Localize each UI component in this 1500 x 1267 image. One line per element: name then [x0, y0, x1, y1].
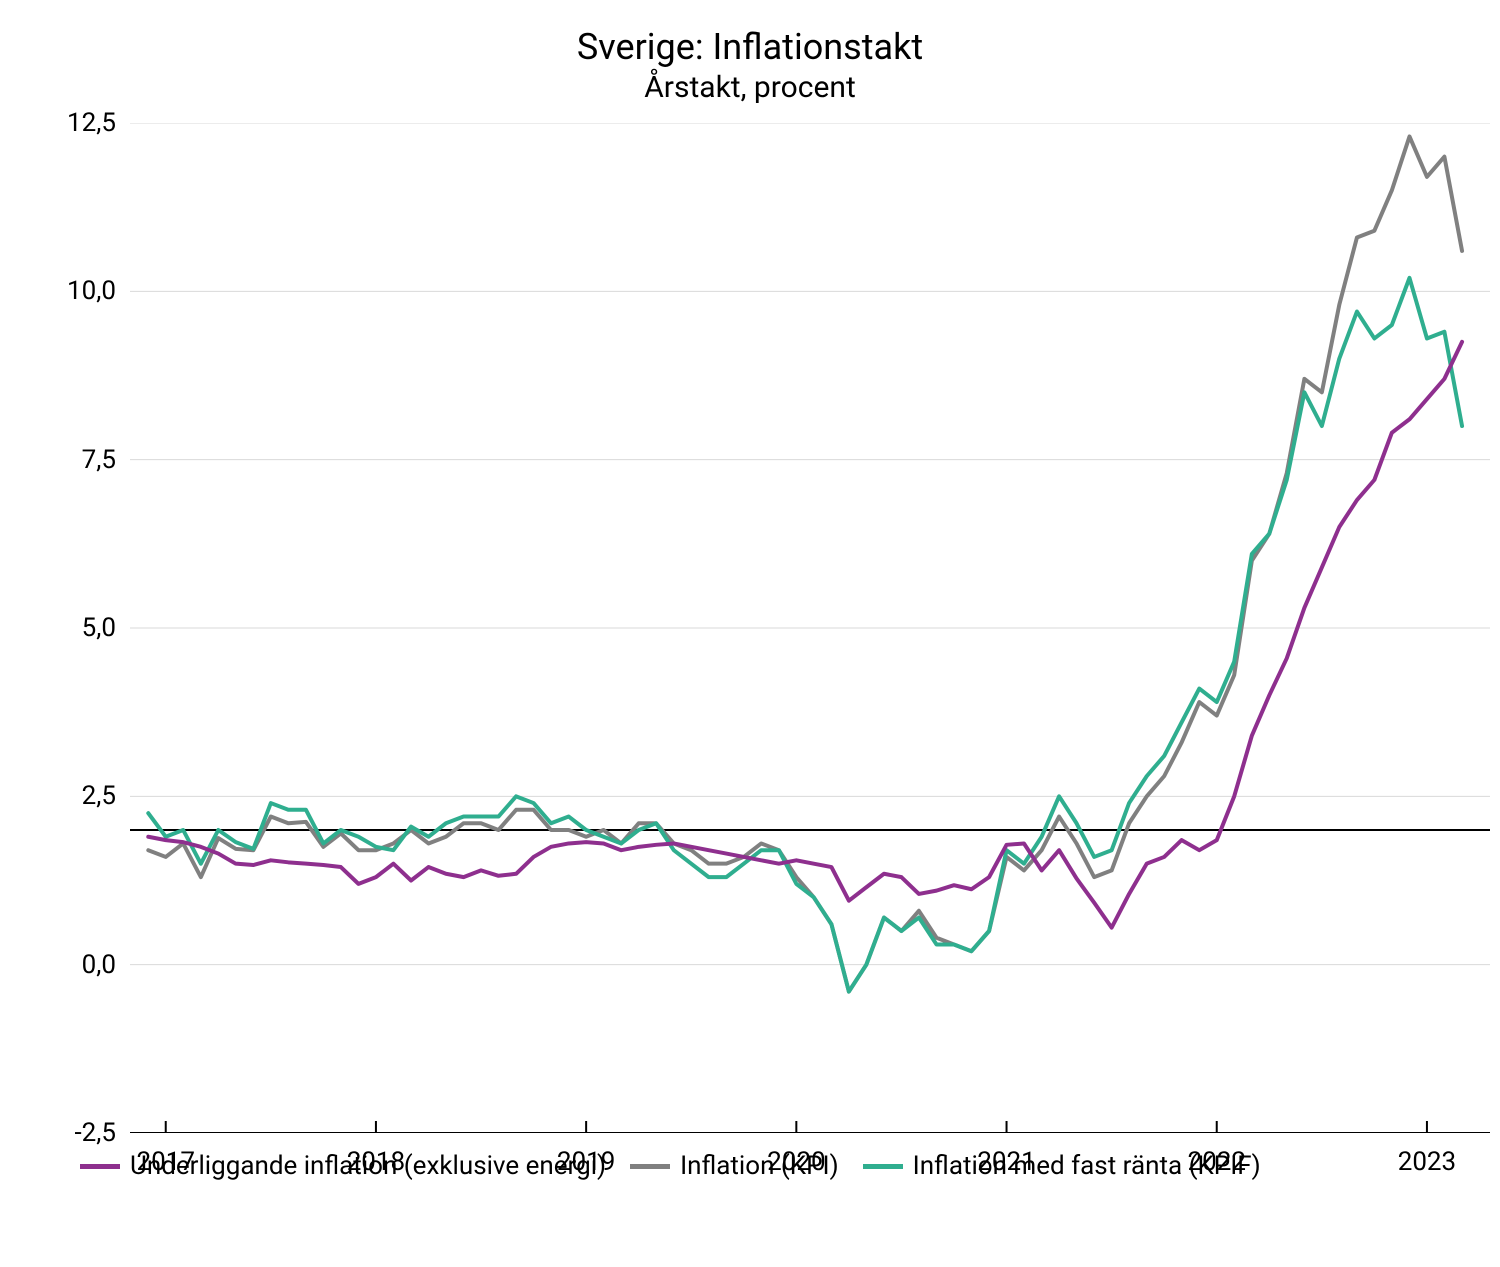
titles: Sverige: Inflationstakt Årstakt, procent — [40, 26, 1460, 105]
x-tick-label: 2022 — [1188, 1133, 1246, 1177]
plot-svg — [130, 123, 1490, 1133]
x-tick-label: 2017 — [136, 1133, 194, 1177]
y-tick-label: -2,5 — [74, 1118, 130, 1148]
chart-subtitle: Årstakt, procent — [40, 70, 1460, 105]
x-tick-label: 2021 — [977, 1133, 1035, 1177]
x-tick-label: 2019 — [557, 1133, 615, 1177]
legend-swatch — [630, 1164, 670, 1169]
y-tick-label: 5,0 — [82, 613, 130, 643]
legend-swatch — [80, 1164, 120, 1169]
chart-title: Sverige: Inflationstakt — [40, 26, 1460, 68]
legend-swatch — [863, 1164, 903, 1169]
x-tick-label: 2018 — [347, 1133, 405, 1177]
y-tick-label: 12,5 — [67, 108, 130, 138]
y-tick-label: 7,5 — [82, 445, 130, 475]
y-tick-label: 2,5 — [82, 781, 130, 811]
plot-area: -2,50,02,55,07,510,012,52017201820192020… — [130, 123, 1490, 1133]
chart-container: Sverige: Inflationstakt Årstakt, procent… — [0, 0, 1500, 1267]
y-tick-label: 0,0 — [82, 950, 130, 980]
y-tick-label: 10,0 — [67, 276, 130, 306]
x-tick-label: 2023 — [1398, 1133, 1456, 1177]
x-tick-label: 2020 — [767, 1133, 825, 1177]
